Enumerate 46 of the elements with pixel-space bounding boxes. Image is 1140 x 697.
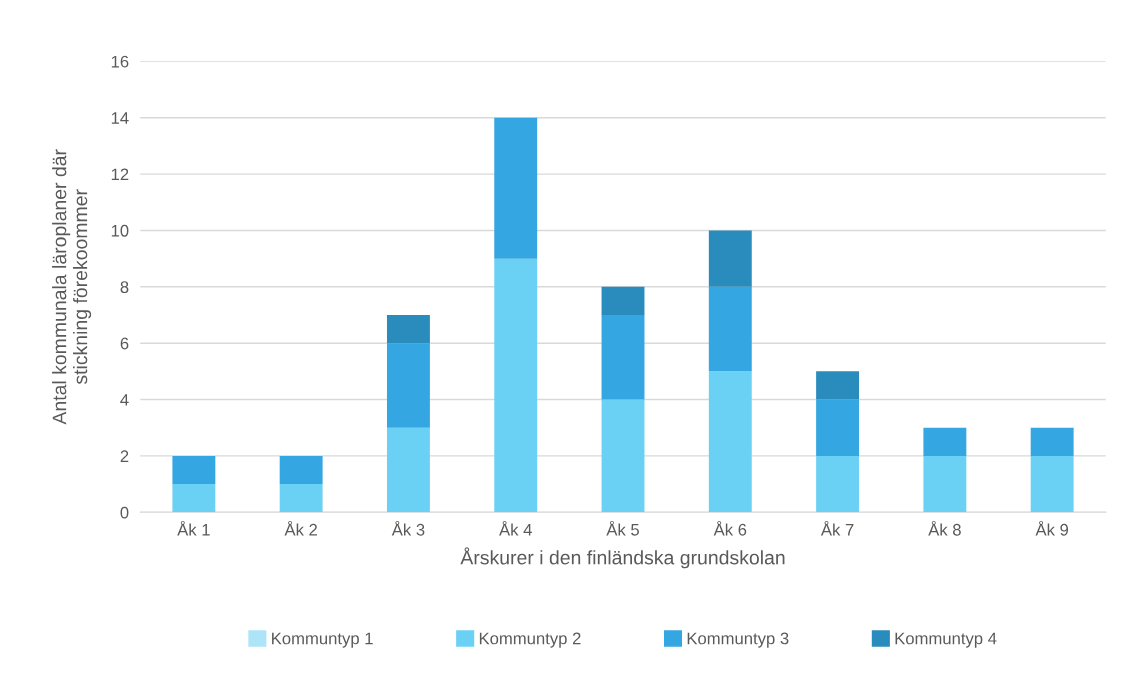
bar	[601, 315, 645, 400]
bar	[708, 230, 752, 287]
bar	[816, 371, 860, 400]
x-tick-label: Åk 9	[1035, 520, 1069, 536]
y-tick-label: 4	[120, 394, 129, 406]
bar	[279, 484, 323, 513]
bar	[494, 258, 538, 513]
bar	[279, 455, 323, 485]
x-tick-label: Åk 7	[820, 520, 854, 536]
x-tick-label: Åk 6	[713, 520, 747, 536]
y-tick-label: 0	[120, 506, 129, 519]
bar	[172, 455, 216, 485]
y-tick-label: 16	[111, 55, 129, 68]
bar	[1030, 455, 1074, 513]
bar	[708, 371, 752, 513]
bar	[494, 117, 538, 259]
legend-label: Kommuntyp 3	[687, 632, 789, 648]
x-tick-label: Åk 3	[391, 520, 425, 536]
x-tick-label: Åk 5	[606, 520, 639, 536]
legend-label: Kommuntyp 4	[895, 632, 997, 648]
y-tick-label: 6	[120, 337, 129, 350]
bar	[172, 484, 216, 513]
y-tick-label: 8	[120, 281, 129, 294]
bar	[923, 455, 967, 513]
bar	[386, 343, 430, 428]
x-tick-label: Åk 1	[177, 520, 210, 536]
x-tick-label: Åk 8	[928, 520, 961, 536]
x-axis-title: Årskurer i den finländska grundskolan	[460, 547, 785, 569]
y-tick-label: 10	[111, 224, 129, 237]
y-tick-label: 12	[111, 168, 129, 181]
bar	[816, 455, 860, 513]
x-tick-label: Åk 2	[284, 520, 317, 536]
y-axis-title: Antal kommunala läroplaner där stickning förekoommer	[52, 149, 92, 425]
y-tick-label: 2	[120, 450, 129, 462]
x-tick-label: Åk 4	[499, 520, 532, 536]
bar	[816, 399, 860, 456]
bar	[708, 286, 752, 372]
legend-label: Kommuntyp 1	[272, 632, 373, 648]
bar	[1030, 427, 1074, 456]
legend-label: Kommuntyp 2	[479, 632, 581, 648]
bar	[601, 286, 645, 315]
bar	[386, 315, 430, 344]
bar	[923, 427, 967, 456]
bar	[386, 427, 430, 513]
y-tick-label: 14	[111, 112, 129, 124]
bar	[601, 399, 645, 513]
